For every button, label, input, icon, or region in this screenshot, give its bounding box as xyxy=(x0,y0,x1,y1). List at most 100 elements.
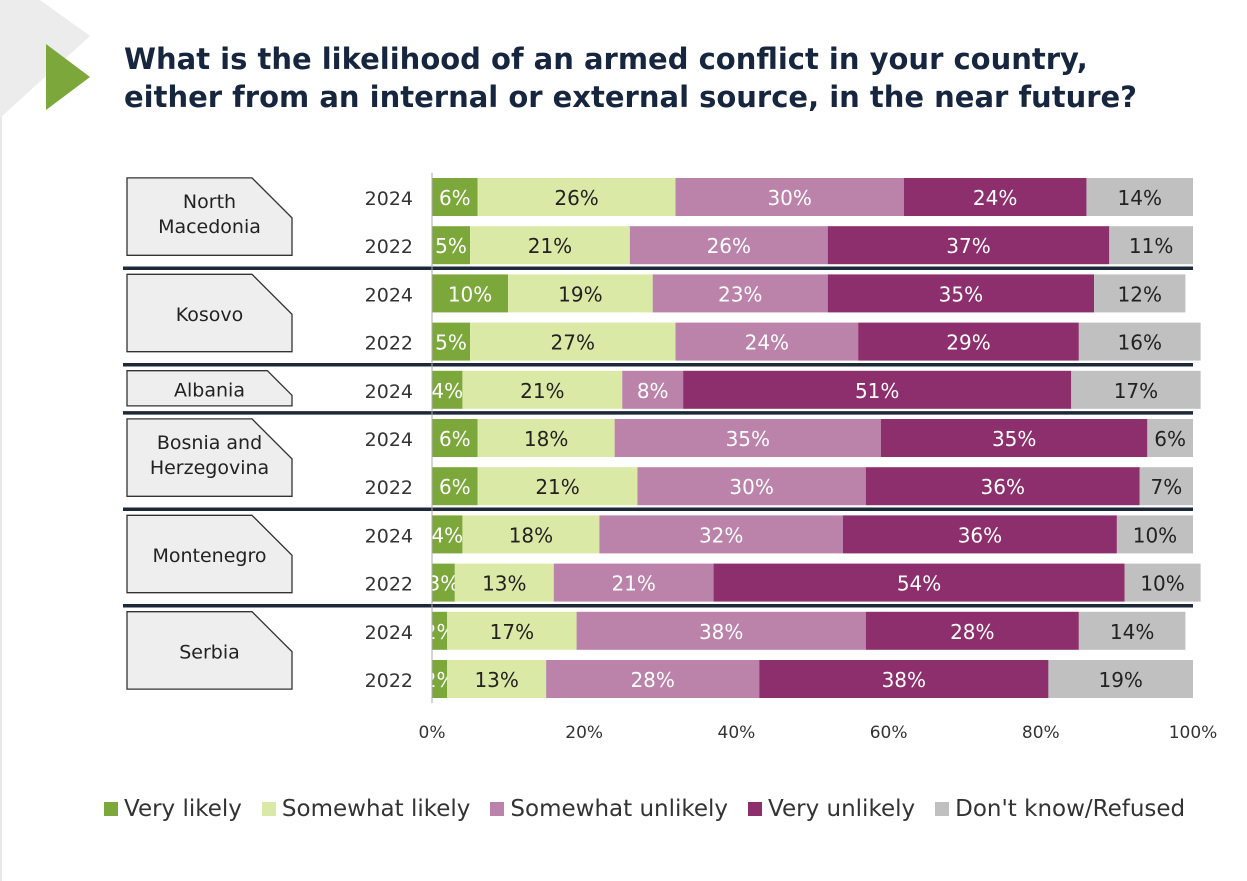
data-label: 36% xyxy=(958,523,1002,547)
x-tick-label: 100% xyxy=(1169,723,1218,743)
year-label: 2024 xyxy=(365,381,413,403)
data-label: 38% xyxy=(882,668,926,692)
bar-segment-somewhat-unlikely xyxy=(675,322,859,361)
data-label: 21% xyxy=(528,234,572,258)
bar-segment-somewhat-likely xyxy=(508,274,653,313)
bar-segment-very-unlikely xyxy=(713,563,1125,602)
bar-segment-very-likely xyxy=(432,274,509,313)
bar-segment-very-likely xyxy=(432,611,448,650)
bar-segment-very-unlikely xyxy=(827,274,1095,313)
bar-segment-very-likely xyxy=(432,226,471,265)
bar-segment-don-t-know-refused xyxy=(1147,419,1193,457)
bar-segment-don-t-know-refused xyxy=(1078,611,1186,650)
bar-segment-don-t-know-refused xyxy=(1078,322,1201,361)
legend-label: Don't know/Refused xyxy=(955,796,1186,822)
legend-item-somewhat-likely: Somewhat likely xyxy=(261,796,470,822)
slide-left-rule xyxy=(0,0,2,881)
legend-item-somewhat-unlikely: Somewhat unlikely xyxy=(490,796,728,822)
bar-segment-don-t-know-refused xyxy=(1048,660,1193,698)
corner-gray-shape xyxy=(0,0,90,118)
country-label-box xyxy=(126,177,293,256)
data-label: 30% xyxy=(767,186,811,210)
bar-segment-somewhat-likely xyxy=(470,226,630,265)
data-label: 17% xyxy=(1114,379,1158,403)
bar-segment-very-unlikely xyxy=(827,226,1110,265)
bar-segment-very-unlikely xyxy=(842,515,1117,554)
data-label: 38% xyxy=(699,620,743,644)
data-label: 14% xyxy=(1110,620,1154,644)
data-label: 19% xyxy=(1098,668,1142,692)
data-label: 14% xyxy=(1118,186,1162,210)
bar-segment-very-likely xyxy=(432,563,455,602)
bar-segment-somewhat-likely xyxy=(462,370,623,409)
data-label: 30% xyxy=(729,475,773,499)
country-label-text: Montenegro xyxy=(152,545,266,567)
bar-segment-don-t-know-refused xyxy=(1139,467,1193,506)
data-label: 32% xyxy=(699,523,743,547)
data-label: 12% xyxy=(1118,282,1162,306)
legend-item-very-unlikely: Very unlikely xyxy=(748,796,915,822)
data-label: 10% xyxy=(448,282,492,306)
bar-segment-very-unlikely xyxy=(858,322,1079,361)
data-label: 28% xyxy=(950,620,994,644)
year-label: 2022 xyxy=(365,333,413,355)
data-label: 23% xyxy=(718,282,762,306)
data-label: 13% xyxy=(482,572,526,596)
play-triangle-icon xyxy=(46,44,90,110)
year-label: 2024 xyxy=(365,622,413,644)
data-label: 24% xyxy=(745,331,789,355)
data-label: 21% xyxy=(535,475,579,499)
bar-segment-very-unlikely xyxy=(880,419,1148,457)
data-label: 21% xyxy=(520,379,564,403)
x-tick-label: 20% xyxy=(565,723,603,743)
bar-segment-very-unlikely xyxy=(865,611,1079,650)
data-label: 37% xyxy=(946,234,990,258)
year-label: 2024 xyxy=(365,188,413,210)
country-label-text: North xyxy=(183,191,236,213)
legend-swatch xyxy=(104,802,118,816)
data-label: 21% xyxy=(611,572,655,596)
bar-segment-very-likely xyxy=(432,322,471,361)
data-label: 6% xyxy=(1154,427,1186,451)
legend-item-very-likely: Very likely xyxy=(104,796,242,822)
data-label: 26% xyxy=(554,186,598,210)
data-label: 4% xyxy=(431,379,463,403)
country-label-box xyxy=(126,273,293,353)
x-tick-label: 40% xyxy=(718,723,756,743)
data-label: 4% xyxy=(431,523,463,547)
year-label: 2022 xyxy=(365,477,413,499)
bar-segment-somewhat-likely xyxy=(470,322,676,361)
data-label: 5% xyxy=(435,331,467,355)
legend-swatch xyxy=(490,802,505,816)
data-label: 16% xyxy=(1118,331,1162,355)
bar-segment-somewhat-likely xyxy=(447,611,577,650)
data-label: 54% xyxy=(897,572,941,596)
bar-segment-somewhat-unlikely xyxy=(622,370,684,409)
data-label: 35% xyxy=(939,282,983,306)
data-label: 35% xyxy=(726,427,770,451)
data-label: 29% xyxy=(946,331,990,355)
year-label: 2022 xyxy=(365,670,413,692)
bar-segment-somewhat-likely xyxy=(477,467,638,506)
x-tick-label: 0% xyxy=(419,723,446,743)
bar-segment-don-t-know-refused xyxy=(1086,178,1193,216)
data-label: 24% xyxy=(973,186,1017,210)
bar-segment-somewhat-likely xyxy=(477,419,615,457)
bar-segment-somewhat-unlikely xyxy=(576,611,866,650)
country-label-box xyxy=(126,370,293,407)
bar-segment-somewhat-likely xyxy=(462,515,600,554)
bar-segment-very-likely xyxy=(432,419,478,457)
x-tick-label: 80% xyxy=(1022,723,1060,743)
year-label: 2022 xyxy=(365,236,413,258)
country-label-box xyxy=(126,418,293,497)
bar-segment-very-unlikely xyxy=(903,178,1087,216)
bar-segment-don-t-know-refused xyxy=(1071,370,1201,409)
bar-segment-somewhat-unlikely xyxy=(553,563,714,602)
x-tick-label: 60% xyxy=(870,723,908,743)
data-label: 19% xyxy=(558,282,602,306)
bar-segment-somewhat-unlikely xyxy=(614,419,881,457)
data-label: 8% xyxy=(637,379,669,403)
year-label: 2022 xyxy=(365,574,413,596)
bar-segment-somewhat-unlikely xyxy=(599,515,843,554)
bar-segment-very-likely xyxy=(432,515,463,554)
